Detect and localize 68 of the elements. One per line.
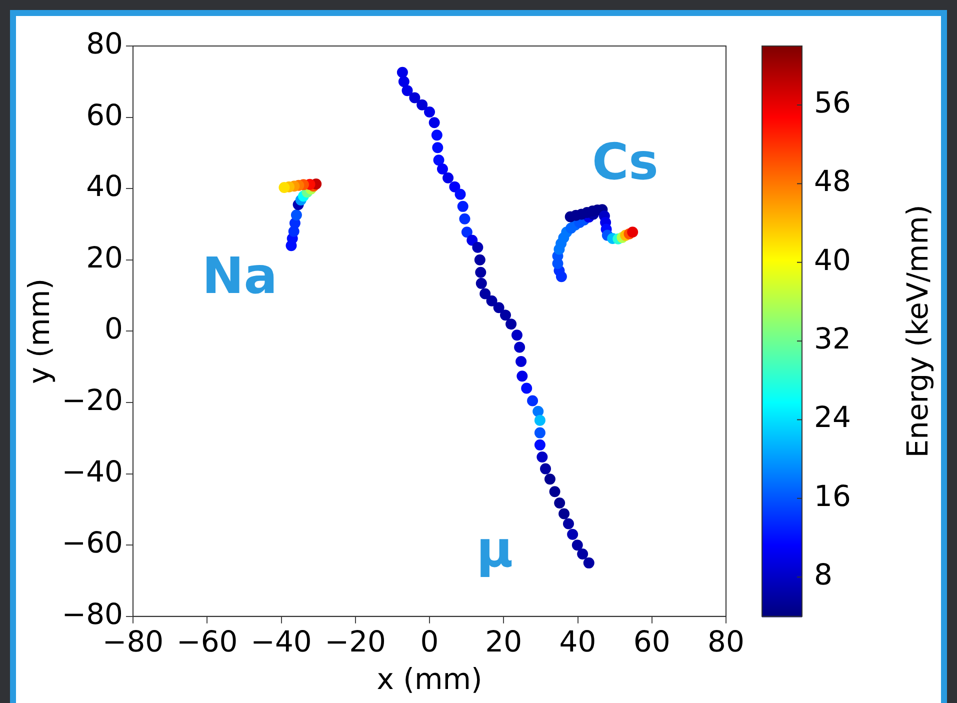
x-tick-label: 20 xyxy=(485,624,522,658)
point xyxy=(572,540,583,551)
point xyxy=(476,278,487,289)
point xyxy=(577,548,588,560)
point xyxy=(398,76,410,88)
point xyxy=(534,414,546,426)
point xyxy=(532,406,544,417)
point xyxy=(514,342,526,353)
x-tick-label: −60 xyxy=(176,624,238,658)
point xyxy=(402,85,413,96)
point xyxy=(424,106,435,118)
point xyxy=(466,234,478,246)
color-bar-label: 32 xyxy=(814,322,851,356)
y-tick-label: 80 xyxy=(86,26,123,61)
y-tick-label: −60 xyxy=(62,526,123,560)
point xyxy=(278,182,290,194)
x-tick-label: 80 xyxy=(708,624,744,658)
point xyxy=(396,66,408,78)
point xyxy=(474,254,486,266)
point xyxy=(516,370,528,382)
point xyxy=(567,528,578,540)
point xyxy=(516,356,527,368)
point xyxy=(540,463,552,474)
annotation: μ xyxy=(476,520,514,579)
y-tick-label: 60 xyxy=(86,98,123,132)
point xyxy=(562,518,574,530)
y-axis-title: y (mm) xyxy=(22,278,56,384)
y-tick-label: 0 xyxy=(104,312,123,346)
color-bar-label: 40 xyxy=(814,242,851,277)
point xyxy=(511,330,522,341)
point xyxy=(449,181,460,192)
point xyxy=(500,310,511,321)
annotation: Cs xyxy=(592,132,658,191)
color-bar-label: 24 xyxy=(814,400,851,434)
x-tick-label: 40 xyxy=(559,624,596,658)
point xyxy=(506,318,517,330)
x-tick-label: −20 xyxy=(324,624,386,658)
y-tick-label: −80 xyxy=(62,596,123,631)
color-bar-label: 16 xyxy=(814,478,851,513)
point xyxy=(436,163,448,174)
y-tick-label: −20 xyxy=(62,383,123,418)
y-tick-label: 40 xyxy=(86,169,123,204)
point xyxy=(534,427,546,438)
y-tick-label: −40 xyxy=(62,454,123,488)
point xyxy=(480,288,491,300)
point xyxy=(475,266,486,278)
color-bar-label: 8 xyxy=(814,558,832,592)
point xyxy=(472,242,484,253)
y-tick-label: 20 xyxy=(86,240,123,274)
point xyxy=(457,200,468,212)
point xyxy=(428,117,440,128)
annotation: Na xyxy=(202,246,278,305)
point xyxy=(583,557,594,568)
x-tick-label: 60 xyxy=(633,624,670,658)
point xyxy=(290,209,302,220)
x-tick-label: 0 xyxy=(420,624,439,658)
point xyxy=(409,92,420,104)
x-tick-label: −40 xyxy=(250,624,312,658)
color-bar-label: 56 xyxy=(814,86,851,120)
point xyxy=(627,226,638,238)
point xyxy=(442,172,454,184)
point xyxy=(536,452,548,463)
point xyxy=(416,99,428,110)
point xyxy=(493,302,504,314)
x-axis-title: x (mm) xyxy=(376,662,482,696)
color-bar-title: Energy (keV/mm) xyxy=(900,204,935,458)
point xyxy=(486,295,498,306)
color-bar-label: 48 xyxy=(814,164,851,198)
